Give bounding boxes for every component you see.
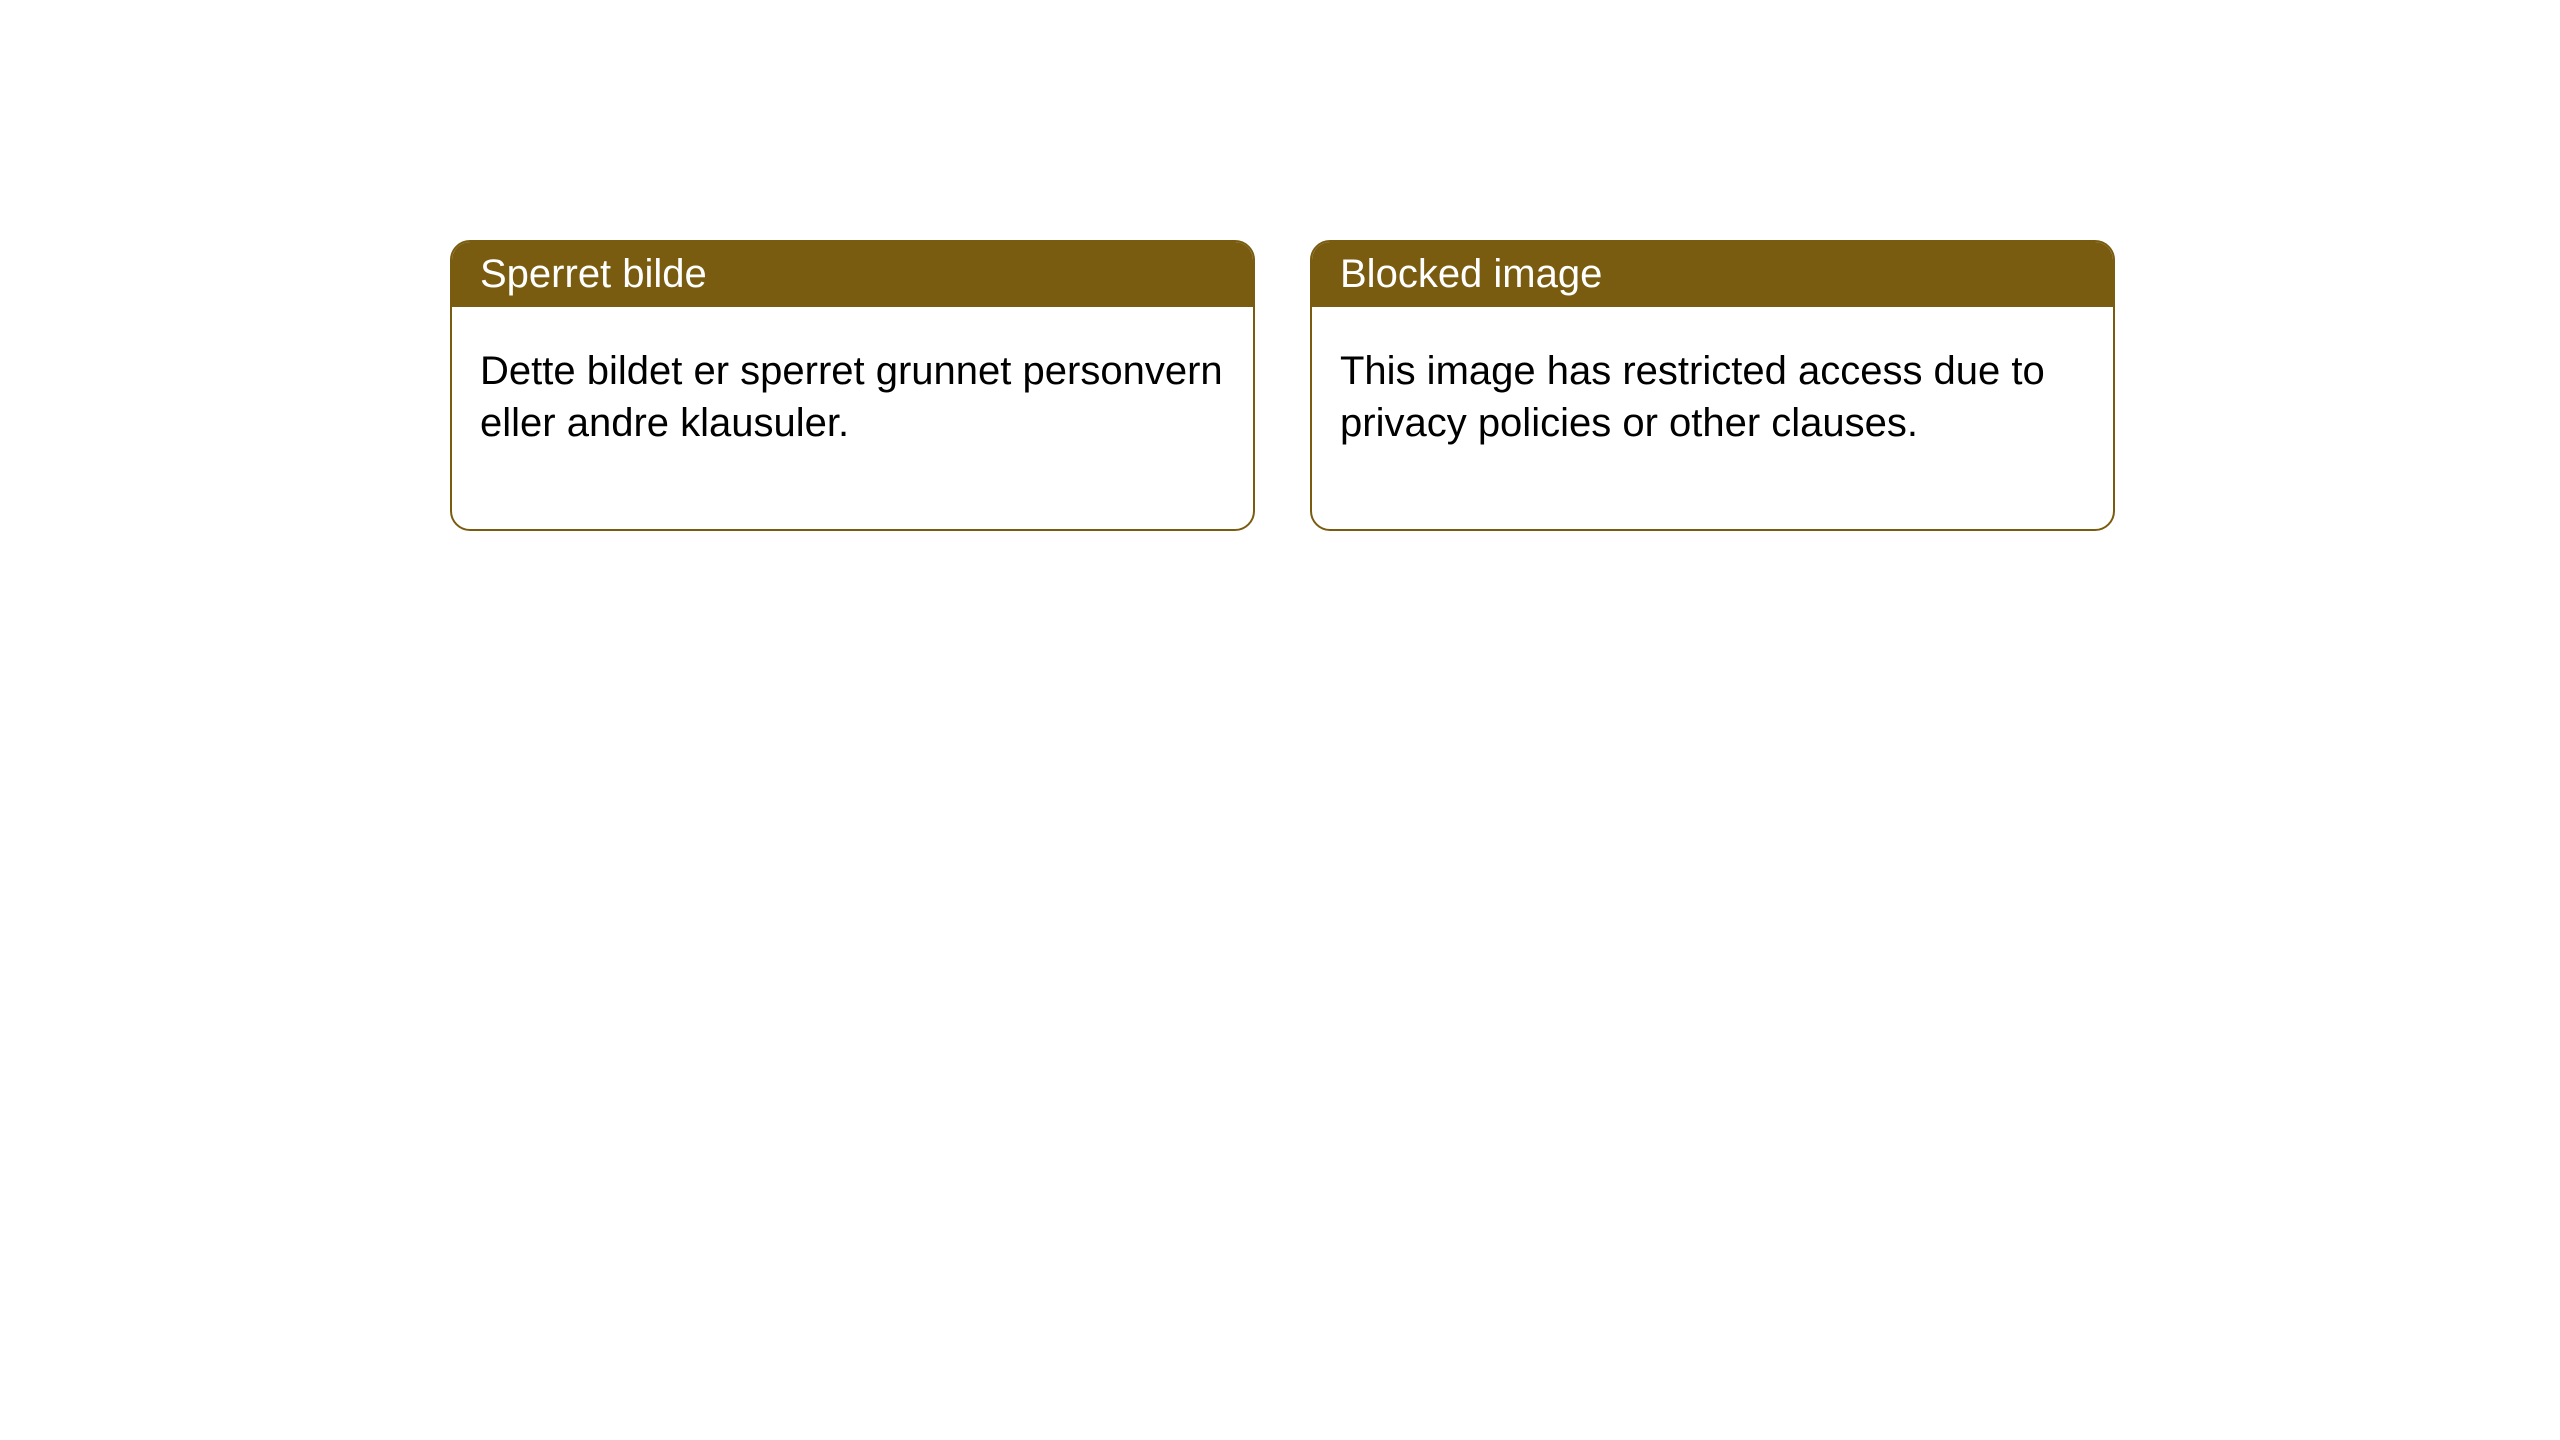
cards-container: Sperret bilde Dette bildet er sperret gr… [0, 0, 2560, 531]
card-title: Sperret bilde [452, 242, 1253, 307]
blocked-image-card-en: Blocked image This image has restricted … [1310, 240, 2115, 531]
card-body: This image has restricted access due to … [1312, 307, 2113, 529]
card-body: Dette bildet er sperret grunnet personve… [452, 307, 1253, 529]
blocked-image-card-no: Sperret bilde Dette bildet er sperret gr… [450, 240, 1255, 531]
card-title: Blocked image [1312, 242, 2113, 307]
